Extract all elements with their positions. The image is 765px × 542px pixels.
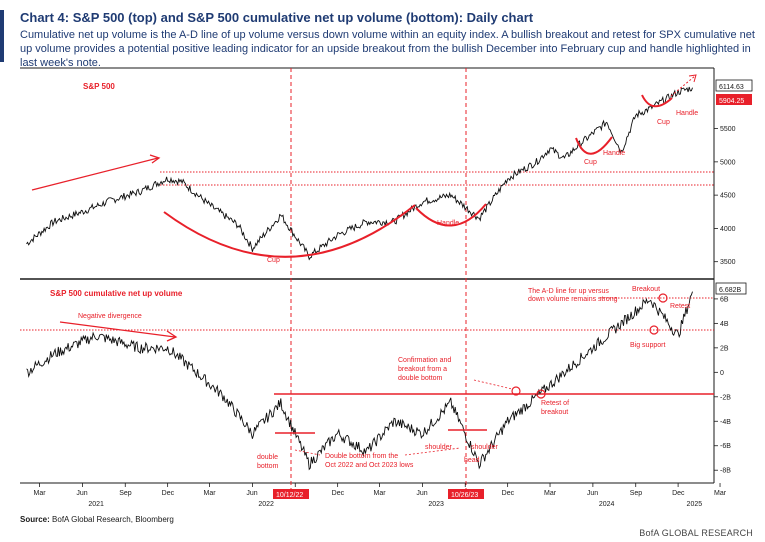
spx-small-cup-arc-2 xyxy=(641,94,673,108)
brand-footer: BofA GLOBAL RESEARCH xyxy=(639,528,753,538)
spx-cup-arc xyxy=(163,204,416,258)
netvol-y-tick-label: -4B xyxy=(720,419,731,426)
netvol-y-tick-label: -6B xyxy=(720,443,731,450)
x-year-label: 2025 xyxy=(687,501,703,508)
date-marker-label-2023: 10/26/23 xyxy=(451,492,478,499)
db-leader-1 xyxy=(294,449,321,456)
spx-trend-arrowhead xyxy=(149,154,161,164)
spx-y-tick-label: 4000 xyxy=(720,226,736,233)
spx-breakout-arrowhead xyxy=(688,74,697,83)
support-circle xyxy=(649,325,659,335)
x-month-label: Dec xyxy=(502,490,515,497)
spx-series-line xyxy=(26,86,693,261)
spx-trend-arrow xyxy=(31,157,159,191)
x-month-label: Mar xyxy=(544,490,557,497)
x-month-label: Mar xyxy=(34,490,47,497)
x-month-label: Mar xyxy=(714,490,727,497)
x-month-label: Sep xyxy=(630,490,643,497)
confirmation-leader xyxy=(473,379,513,390)
x-month-label: Jun xyxy=(76,490,87,497)
annot-negative-divergence: Negative divergence xyxy=(78,313,142,320)
annot-handle-1: Handle xyxy=(437,220,459,227)
x-month-label: Jun xyxy=(587,490,598,497)
netvol-y-tick-label: -8B xyxy=(720,468,731,475)
netvol-y-tick-label: -2B xyxy=(720,394,731,401)
x-month-label: Dec xyxy=(332,490,345,497)
x-year-label: 2021 xyxy=(88,501,104,508)
netvol-y-tick-label: 2B xyxy=(720,345,729,352)
x-year-label: 2023 xyxy=(428,501,444,508)
annot-handle-3: Handle xyxy=(676,110,698,117)
spx-y-tick-label: 3500 xyxy=(720,259,736,266)
chart-title: Chart 4: S&P 500 (top) and S&P 500 cumul… xyxy=(20,10,534,25)
netvol-series-line xyxy=(26,291,693,471)
accent-bar xyxy=(0,10,4,62)
date-marker-label-2022: 10/12/22 xyxy=(276,492,303,499)
x-month-label: Dec xyxy=(162,490,175,497)
breakout-circle xyxy=(511,386,521,396)
spx-annotations xyxy=(31,74,697,258)
source-note: Source: BofA Global Research, Bloomberg xyxy=(20,515,174,524)
retest-circle xyxy=(536,389,546,399)
spx-small-cup-arc xyxy=(575,136,613,155)
source-text: BofA Global Research, Bloomberg xyxy=(52,515,174,524)
last-netvol-label: 6.682B xyxy=(719,287,742,294)
divergence-arrowhead xyxy=(166,330,178,342)
date-marker-box-2022 xyxy=(273,489,309,499)
source-label: Source: xyxy=(20,515,50,524)
breakout-circle-top xyxy=(658,293,668,303)
db-leader-2 xyxy=(404,447,461,456)
second-price-box xyxy=(716,94,752,105)
netvol-panel-label: S&P 500 cumulative net up volume xyxy=(50,289,183,298)
annot-double-bottom-lows: Double bottom from the Oct 2022 and Oct … xyxy=(325,453,414,469)
annot-ad-line: The A-D line for up versus down volume r… xyxy=(528,288,618,303)
annot-confirmation: Confirmation and breakout from a double … xyxy=(398,357,453,382)
annot-big-support: Big support xyxy=(630,342,665,349)
x-month-label: Jun xyxy=(246,490,257,497)
annot-cup-2: Cup xyxy=(584,159,597,166)
annot-double-bottom: double bottom xyxy=(257,454,280,470)
spx-handle-arc xyxy=(415,203,487,227)
last-netvol-box xyxy=(715,282,747,295)
annot-shoulder-left: shoulder xyxy=(425,444,453,451)
spx-panel-label: S&P 500 xyxy=(83,82,115,91)
annot-retest-breakout: Retest of breakout xyxy=(541,400,571,416)
spx-y-tick-label: 4500 xyxy=(720,193,736,200)
last-price-box xyxy=(715,79,753,92)
last-price-label: 6114.63 xyxy=(719,84,744,91)
spx-y-tick-label: 5000 xyxy=(720,159,736,166)
chart-subtitle: Cumulative net up volume is the A-D line… xyxy=(20,29,755,69)
netvol-y-tick-label: 6B xyxy=(720,296,729,303)
annot-handle-2: Handle xyxy=(603,150,625,157)
x-month-label: Sep xyxy=(119,490,132,497)
x-month-label: Mar xyxy=(374,490,387,497)
annot-shoulder-right: shoulder xyxy=(471,444,499,451)
x-month-label: Jun xyxy=(416,490,427,497)
x-month-label: Mar xyxy=(204,490,217,497)
spx-breakout-arrow xyxy=(670,75,696,97)
annot-retest: Retest xyxy=(670,303,690,310)
x-year-label: 2022 xyxy=(258,501,274,508)
spx-y-tick-label: 5500 xyxy=(720,126,736,133)
date-marker-box-2023 xyxy=(448,489,484,499)
second-price-label: 5904.25 xyxy=(719,98,744,105)
annot-cup-1: Cup xyxy=(267,257,280,264)
divergence-arrow xyxy=(59,321,176,338)
annot-head: head xyxy=(464,457,480,464)
x-year-label: 2024 xyxy=(599,501,615,508)
netvol-annotations xyxy=(59,293,668,456)
annot-breakout: Breakout xyxy=(632,286,660,293)
annot-cup-3: Cup xyxy=(657,119,670,126)
netvol-y-tick-label: 0 xyxy=(720,370,724,377)
netvol-y-tick-label: 4B xyxy=(720,321,729,328)
x-month-label: Dec xyxy=(672,490,685,497)
